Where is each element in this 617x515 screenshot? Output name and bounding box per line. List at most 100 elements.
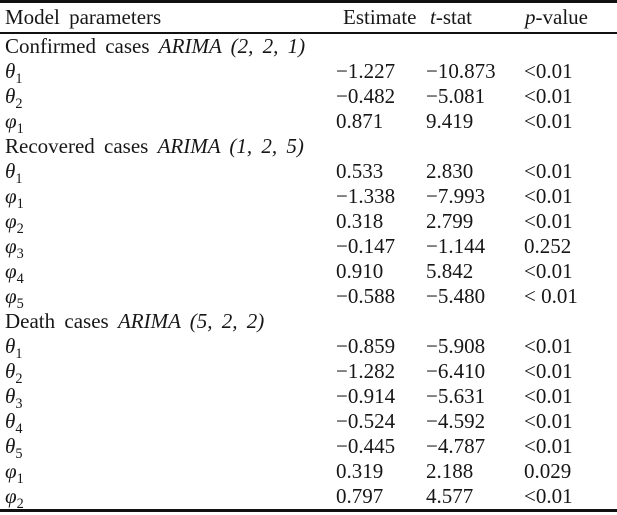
param-subscript: 4 <box>16 270 24 284</box>
section-model-text: ARIMA (5, 2, 2) <box>117 308 265 333</box>
section-header-row: Confirmed cases ARIMA (2, 2, 1) <box>0 33 617 59</box>
estimate-cell: −1.227 <box>336 58 396 83</box>
tstat-cell: −5.631 <box>426 383 486 408</box>
pvalue-cell: <0.01 <box>524 208 573 233</box>
estimate-cell: −0.914 <box>336 383 396 408</box>
param-subscript: 2 <box>16 220 24 234</box>
param-cell: θ1 <box>0 159 335 184</box>
param-symbol: θ <box>5 333 16 358</box>
param-symbol: φ <box>5 108 17 133</box>
param-cell: φ2 <box>0 209 335 234</box>
section-model-text: ARIMA (1, 2, 5) <box>157 133 304 158</box>
param-cell: φ4 <box>0 259 335 284</box>
tstat-cell: 2.188 <box>426 458 474 483</box>
param-subscript: 5 <box>15 445 23 459</box>
table-row: θ2 −1.282 −6.410 <0.01 <box>0 359 617 384</box>
param-cell: θ4 <box>0 409 335 434</box>
estimate-cell: 0.910 <box>336 258 384 283</box>
col-header-estimate: Estimate <box>343 4 417 29</box>
pvalue-cell: <0.01 <box>524 58 573 83</box>
param-subscript: 2 <box>15 95 23 109</box>
pvalue-cell: <0.01 <box>524 83 573 108</box>
param-symbol: φ <box>5 458 17 483</box>
table-row: φ2 0.318 2.799 <0.01 <box>0 209 617 234</box>
section-header-row: Death cases ARIMA (5, 2, 2) <box>0 309 617 334</box>
table-row: φ4 0.910 5.842 <0.01 <box>0 259 617 284</box>
table-row: θ2 −0.482 −5.081 <0.01 <box>0 84 617 109</box>
section-title-recovered: Recovered cases ARIMA (1, 2, 5) <box>0 134 617 159</box>
tstat-cell: −1.144 <box>426 233 486 258</box>
tstat-cell: 4.577 <box>426 483 474 508</box>
table-row: φ2 0.797 4.577 <0.01 <box>0 484 617 511</box>
tstat-cell: −10.873 <box>426 58 496 83</box>
param-symbol: θ <box>5 408 16 433</box>
pvalue-cell: 0.029 <box>524 458 572 483</box>
pvalue-cell: <0.01 <box>524 483 573 508</box>
param-symbol: φ <box>5 258 17 283</box>
param-cell: θ2 <box>0 359 335 384</box>
param-symbol: θ <box>5 358 16 383</box>
estimate-cell: −0.588 <box>336 283 396 308</box>
param-subscript: 1 <box>15 170 23 184</box>
param-subscript: 3 <box>15 395 23 409</box>
t-stat-italic-letter: t <box>430 4 436 29</box>
param-subscript: 1 <box>15 345 23 359</box>
param-cell: φ5 <box>0 284 335 309</box>
param-symbol: θ <box>5 83 16 108</box>
section-title-text: Confirmed cases <box>5 33 150 58</box>
pvalue-cell: <0.01 <box>524 258 573 283</box>
table-row: φ5 −0.588 −5.480 < 0.01 <box>0 284 617 309</box>
pvalue-cell: <0.01 <box>524 383 573 408</box>
pvalue-cell: <0.01 <box>524 408 573 433</box>
param-subscript: 1 <box>15 70 23 84</box>
param-symbol: θ <box>5 158 16 183</box>
col-header-t-stat: t-stat <box>425 2 523 33</box>
table-row: φ1 −1.338 −7.993 <0.01 <box>0 184 617 209</box>
estimate-cell: −0.859 <box>336 333 396 358</box>
param-subscript: 2 <box>16 495 24 510</box>
param-cell: θ1 <box>0 59 335 84</box>
estimate-cell: 0.533 <box>336 158 384 183</box>
pvalue-cell: <0.01 <box>524 108 573 133</box>
estimate-cell: −0.147 <box>336 233 396 258</box>
estimate-cell: −1.282 <box>336 358 396 383</box>
estimate-cell: 0.318 <box>336 208 384 233</box>
t-stat-suffix: -stat <box>435 4 472 29</box>
param-cell: φ1 <box>0 184 335 209</box>
param-subscript: 5 <box>16 295 24 309</box>
tstat-cell: −5.081 <box>426 83 486 108</box>
pvalue-cell: <0.01 <box>524 433 573 458</box>
p-value-suffix: -value <box>535 4 588 29</box>
header-row: Model parameters Estimate t-stat p-value <box>0 2 617 33</box>
tstat-cell: 9.419 <box>426 108 474 133</box>
param-cell: φ3 <box>0 234 335 259</box>
p-value-italic-letter: p <box>525 4 536 29</box>
param-cell: φ1 <box>0 109 335 134</box>
param-cell: θ2 <box>0 84 335 109</box>
table-row: θ3 −0.914 −5.631 <0.01 <box>0 384 617 409</box>
param-symbol: θ <box>5 383 16 408</box>
col-header-p-value: p-value <box>523 2 617 33</box>
tstat-cell: 5.842 <box>426 258 474 283</box>
pvalue-cell: <0.01 <box>524 333 573 358</box>
table-row: θ5 −0.445 −4.787 <0.01 <box>0 434 617 459</box>
table-row: θ1 −1.227 −10.873 <0.01 <box>0 59 617 84</box>
section-title-text: Death cases <box>5 308 109 333</box>
param-cell: θ5 <box>0 434 335 459</box>
param-cell: θ3 <box>0 384 335 409</box>
tstat-cell: −5.480 <box>426 283 486 308</box>
param-cell: φ2 <box>0 484 335 511</box>
param-subscript: 3 <box>16 245 24 259</box>
table-row: θ1 0.533 2.830 <0.01 <box>0 159 617 184</box>
param-symbol: φ <box>5 208 17 233</box>
estimate-cell: 0.797 <box>336 483 384 508</box>
pvalue-cell: 0.252 <box>524 233 572 258</box>
estimate-cell: −0.482 <box>336 83 396 108</box>
section-title-death: Death cases ARIMA (5, 2, 2) <box>0 309 617 334</box>
estimate-cell: −0.445 <box>336 433 396 458</box>
estimate-cell: 0.319 <box>336 458 384 483</box>
section-title-text: Recovered cases <box>5 133 149 158</box>
tstat-cell: −6.410 <box>426 358 486 383</box>
pvalue-cell: <0.01 <box>524 183 573 208</box>
pvalue-cell: <0.01 <box>524 158 573 183</box>
